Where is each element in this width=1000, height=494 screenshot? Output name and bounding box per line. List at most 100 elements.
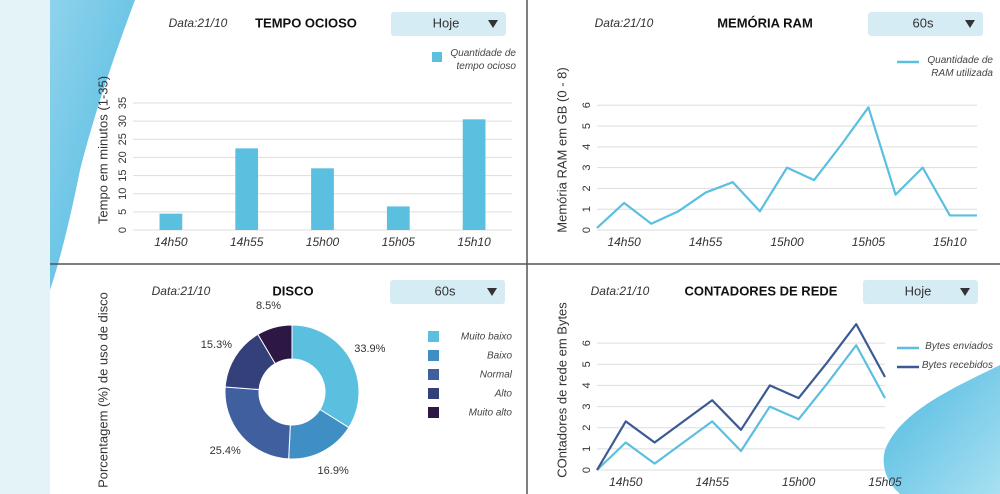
chart-title: MEMÓRIA RAM bbox=[717, 15, 813, 30]
legend-label: Normal bbox=[480, 370, 513, 381]
chart-title: CONTADORES DE REDE bbox=[685, 283, 838, 298]
legend-swatch bbox=[428, 350, 439, 361]
x-tick-label: 14h55 bbox=[230, 235, 264, 249]
legend-swatch bbox=[428, 369, 439, 380]
y-tick-label: 25 bbox=[117, 133, 129, 145]
y-axis-label: COntadores de rede em Bytes bbox=[554, 302, 569, 478]
date-label: Data:21/10 bbox=[169, 16, 228, 30]
dropdown[interactable]: 60s bbox=[390, 280, 505, 304]
line-series bbox=[596, 106, 977, 229]
legend-label: Bytes recebidos bbox=[921, 360, 993, 371]
y-tick-label: 2 bbox=[581, 425, 593, 431]
y-tick-label: 10 bbox=[117, 188, 129, 200]
value-label: 8.5% bbox=[256, 300, 281, 312]
dropdown-value: Hoje bbox=[905, 283, 932, 298]
y-tick-label: 6 bbox=[581, 102, 593, 108]
x-tick-label: 15h05 bbox=[382, 235, 416, 249]
dropdown-value: Hoje bbox=[433, 15, 460, 30]
x-tick-label: 14h50 bbox=[609, 475, 643, 489]
x-tick-label: 15h10 bbox=[457, 235, 491, 249]
legend-box: Quantidade de RAM utilizada bbox=[927, 55, 993, 79]
x-tick-label: 15h05 bbox=[868, 475, 902, 489]
value-label: 16.9% bbox=[318, 465, 349, 477]
x-tick-label: 14h55 bbox=[696, 475, 730, 489]
value-label: 25.4% bbox=[210, 445, 241, 457]
y-tick-label: 15 bbox=[117, 169, 129, 181]
dropdown-value: 60s bbox=[435, 283, 456, 298]
dropdown[interactable]: Hoje bbox=[863, 280, 978, 304]
decor-blob bbox=[883, 365, 1000, 494]
dropdown-box bbox=[863, 280, 978, 304]
dropdown-value: 60s bbox=[913, 15, 934, 30]
x-tick-label: 15h00 bbox=[770, 235, 804, 249]
chart-title: TEMPO OCIOSO bbox=[255, 15, 357, 30]
y-tick-label: 0 bbox=[581, 467, 593, 473]
legend-label: Muito alto bbox=[469, 408, 513, 419]
y-tick-label: 4 bbox=[581, 382, 593, 388]
value-label: 33.9% bbox=[354, 343, 385, 355]
dropdown[interactable]: Hoje bbox=[391, 12, 506, 36]
legend-box: Bytes enviados bbox=[925, 341, 993, 352]
y-tick-label: 20 bbox=[117, 151, 129, 163]
y-tick-label: 3 bbox=[581, 404, 593, 410]
dropdown-arrow bbox=[965, 20, 975, 28]
dropdown-box bbox=[391, 12, 506, 36]
x-tick-label: 14h50 bbox=[154, 235, 188, 249]
legend-label: Quantidade de RAM utilizada bbox=[927, 55, 993, 79]
legend-label: Bytes enviados bbox=[925, 341, 993, 352]
decor-blob bbox=[50, 0, 135, 290]
dropdown-box bbox=[868, 12, 983, 36]
pie-slice bbox=[291, 324, 360, 429]
bar bbox=[462, 119, 486, 230]
y-tick-label: 6 bbox=[581, 340, 593, 346]
y-tick-label: 0 bbox=[581, 227, 593, 233]
bar bbox=[159, 213, 183, 230]
y-tick-label: 3 bbox=[581, 165, 593, 171]
y-tick-label: 2 bbox=[581, 185, 593, 191]
legend-swatch bbox=[428, 388, 439, 399]
date-label: Data:21/10 bbox=[591, 284, 650, 298]
dropdown-box bbox=[390, 280, 505, 304]
legend-box: Quantidade de tempo ocioso bbox=[450, 48, 516, 72]
dropdown-arrow bbox=[487, 288, 497, 296]
y-tick-label: 5 bbox=[581, 123, 593, 129]
y-axis-label: Memória RAM em GB (0 - 8) bbox=[554, 67, 569, 232]
legend-swatch bbox=[428, 331, 439, 342]
x-tick-label: 14h55 bbox=[689, 235, 723, 249]
y-tick-label: 5 bbox=[581, 361, 593, 367]
y-tick-label: 35 bbox=[117, 97, 129, 109]
bar bbox=[311, 168, 334, 230]
x-tick-label: 15h05 bbox=[852, 235, 886, 249]
x-tick-label: 14h50 bbox=[607, 235, 641, 249]
dropdown-arrow bbox=[960, 288, 970, 296]
pie-slice bbox=[257, 324, 293, 365]
dropdown-arrow bbox=[488, 20, 498, 28]
legend-swatch bbox=[428, 407, 439, 418]
side-strip bbox=[0, 0, 50, 494]
y-tick-label: 4 bbox=[581, 144, 593, 150]
legend-label: Quantidade de tempo ocioso bbox=[450, 48, 516, 72]
value-label: 15.3% bbox=[201, 339, 232, 351]
y-tick-label: 0 bbox=[117, 227, 129, 233]
legend-label: Baixo bbox=[487, 351, 512, 362]
date-label: Data:21/10 bbox=[152, 284, 211, 298]
line-series bbox=[596, 323, 886, 471]
legend-swatch bbox=[432, 52, 442, 62]
legend-box: Bytes recebidos bbox=[921, 360, 993, 371]
y-axis-label: Porcentagem (%) de uso de disco bbox=[95, 292, 110, 488]
y-tick-label: 1 bbox=[581, 206, 593, 212]
bar bbox=[386, 206, 410, 230]
chart-title: DISCO bbox=[272, 283, 313, 298]
bar bbox=[235, 148, 259, 230]
legend-label: Muito baixo bbox=[461, 332, 513, 343]
y-tick-label: 30 bbox=[117, 115, 129, 127]
x-tick-label: 15h10 bbox=[933, 235, 967, 249]
y-tick-label: 1 bbox=[581, 446, 593, 452]
date-label: Data:21/10 bbox=[595, 16, 654, 30]
y-axis-label: Tempo em minutos (1-35) bbox=[95, 76, 110, 224]
line-series bbox=[596, 344, 886, 471]
dropdown[interactable]: 60s bbox=[868, 12, 983, 36]
y-tick-label: 5 bbox=[117, 209, 129, 215]
